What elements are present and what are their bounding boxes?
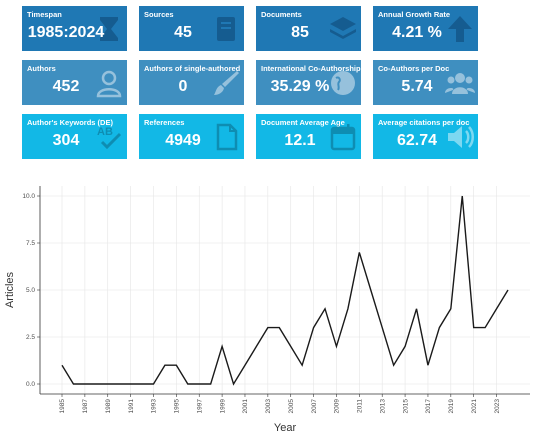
x-tick-label: 1995	[174, 399, 181, 414]
file-icon	[211, 122, 241, 152]
card-title: Average citations per doc	[378, 118, 470, 127]
card-timespan: Timespan 1985:2024	[22, 6, 127, 51]
card-value: 85	[291, 24, 309, 41]
x-tick-label: 2007	[311, 399, 318, 414]
series-line	[61, 195, 509, 386]
card-average-citations: Average citations per doc 62.74	[373, 114, 478, 159]
x-tick-label: 2023	[494, 399, 501, 414]
card-references: References 4949	[139, 114, 244, 159]
x-tick-label: 1987	[82, 399, 89, 414]
card-title: Documents	[261, 10, 302, 19]
card-value: 12.1	[284, 132, 316, 149]
y-tick-label: 10.0	[22, 193, 35, 200]
y-tick-label: 5.0	[26, 287, 35, 294]
card-value: 45	[174, 24, 192, 41]
hourglass-icon	[94, 14, 124, 44]
card-value: 62.74	[396, 132, 438, 149]
x-tick-label: 2001	[242, 399, 249, 414]
x-tick-label: 2021	[471, 399, 478, 414]
card-coauthors-per-doc: Co-Authors per Doc 5.74	[373, 60, 478, 105]
card-title: Timespan	[27, 10, 62, 19]
x-tick-label: 2017	[425, 399, 432, 414]
series	[61, 195, 509, 386]
spellcheck-icon: AB	[94, 122, 124, 152]
x-tick-label: 1989	[105, 399, 112, 414]
x-tick-label: 2009	[334, 399, 341, 414]
users-icon	[445, 68, 475, 98]
card-title: Authors	[27, 64, 56, 73]
y-tick-label: 7.5	[26, 240, 35, 247]
user-icon	[94, 68, 124, 98]
card-authors-keywords: Author's Keywords (DE) 304 AB	[22, 114, 127, 159]
card-value: 304	[52, 132, 80, 149]
calendar-icon	[328, 122, 358, 152]
card-value: 452	[52, 78, 80, 95]
line-chart: 0.0 2.5 5.0 7.5 10.0 1985 1987 1989 1991 1993 1995…	[4, 186, 530, 434]
x-tick-label: 1985	[59, 399, 66, 414]
svg-text:AB: AB	[97, 126, 113, 138]
x-tick-label: 1999	[219, 399, 226, 414]
arrow-up-icon	[445, 14, 475, 44]
card-value: 5.74	[401, 78, 433, 95]
pen-brush-icon	[211, 68, 241, 98]
card-value: 4949	[165, 132, 201, 149]
x-tick-label: 2005	[288, 399, 295, 414]
card-value: 0	[178, 78, 188, 95]
x-axis-title: Year	[274, 422, 297, 434]
card-annual-growth-rate: Annual Growth Rate 4.21 %	[373, 6, 478, 51]
x-tick-label: 2015	[402, 399, 409, 414]
card-authors-single: Authors of single-authored 0	[139, 60, 244, 105]
x-tick-label: 1997	[196, 399, 203, 414]
card-title: References	[144, 118, 185, 127]
y-tick-label: 2.5	[26, 334, 35, 341]
x-tick-label: 2013	[379, 399, 386, 414]
card-title: International Co-Authorship	[261, 64, 361, 73]
card-document-average-age: Document Average Age 12.1	[256, 114, 361, 159]
x-tick-label: 2003	[265, 399, 272, 414]
card-title: Document Average Age	[261, 118, 345, 127]
layers-icon	[328, 14, 358, 44]
x-tick-label: 2011	[357, 399, 364, 413]
card-documents: Documents 85	[256, 6, 361, 51]
x-tick-label: 1993	[151, 399, 158, 414]
tick-labels: 0.0 2.5 5.0 7.5 10.0 1985 1987 1989 1991 1993 1995…	[22, 193, 500, 413]
y-axis-title: Articles	[4, 271, 16, 308]
y-tick-label: 0.0	[26, 381, 35, 388]
volume-icon	[445, 122, 475, 152]
card-sources: Sources 45	[139, 6, 244, 51]
card-title: Co-Authors per Doc	[378, 64, 450, 73]
card-authors: Authors 452	[22, 60, 127, 105]
summary-cards: Timespan 1985:2024 Sources 45 Documents …	[22, 6, 512, 159]
globe-icon	[328, 68, 358, 98]
articles-per-year-chart: 0.0 2.5 5.0 7.5 10.0 1985 1987 1989 1991 1993 1995…	[0, 178, 550, 436]
x-tick-label: 1991	[128, 399, 135, 414]
card-value: 4.21 %	[392, 24, 442, 41]
book-icon	[211, 14, 241, 44]
grid-lines	[40, 186, 530, 394]
card-international-coauthorship: International Co-Authorship 35.29 %	[256, 60, 361, 105]
card-value: 35.29 %	[270, 78, 330, 95]
card-title: Authors of single-authored	[144, 64, 241, 73]
card-value: 1985:2024	[27, 24, 105, 41]
card-title: Author's Keywords (DE)	[27, 118, 113, 127]
card-title: Annual Growth Rate	[378, 10, 451, 19]
card-title: Sources	[144, 10, 174, 19]
axes	[37, 186, 530, 397]
x-tick-label: 2019	[448, 399, 455, 414]
